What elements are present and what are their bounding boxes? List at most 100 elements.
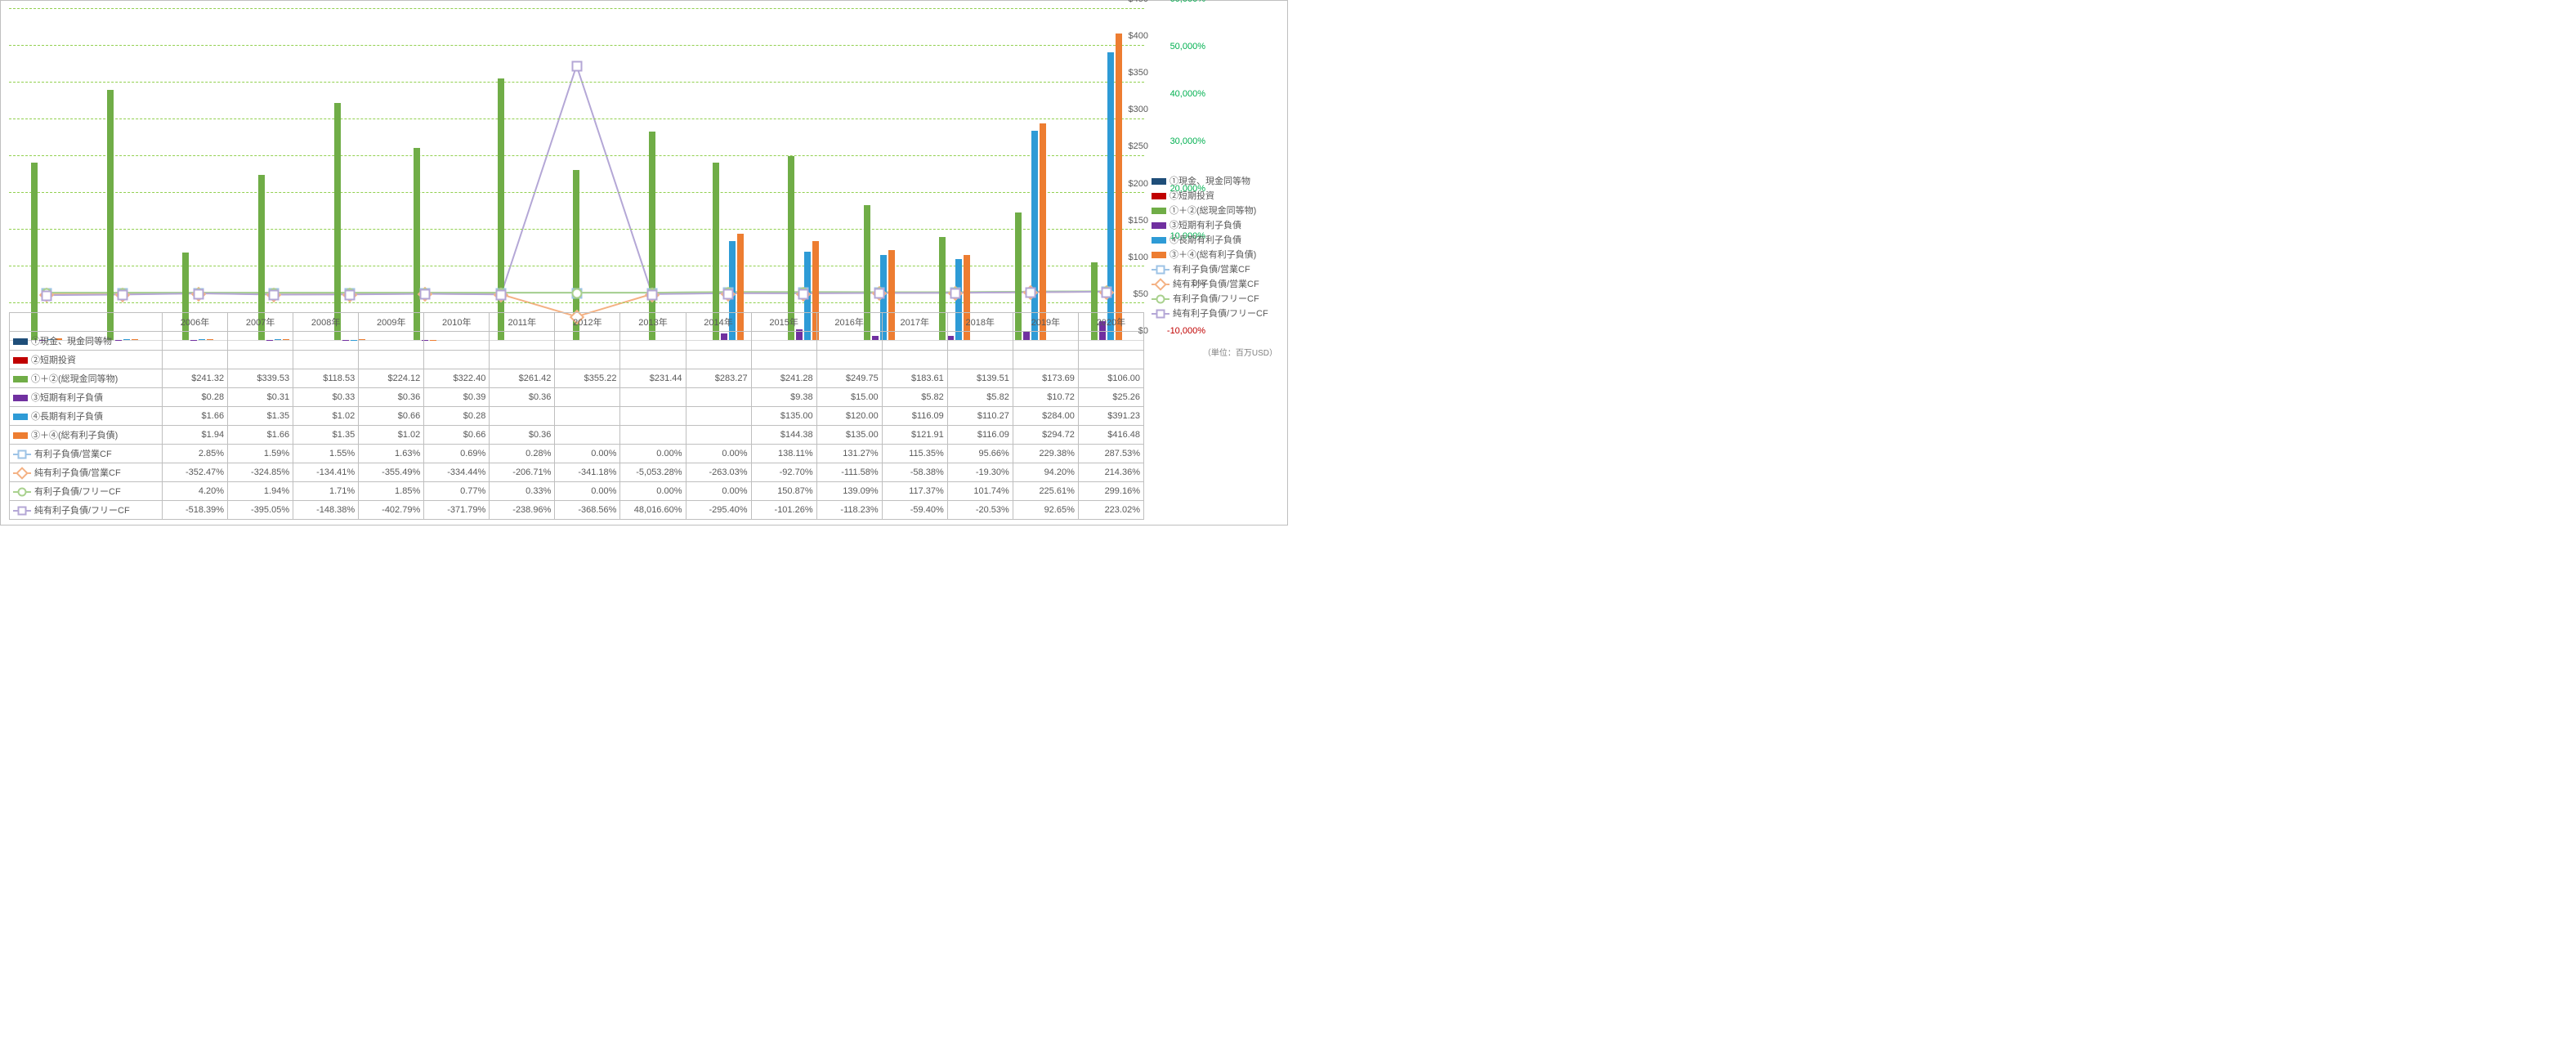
data-cell xyxy=(555,426,620,445)
data-cell xyxy=(359,332,424,351)
marker-s10 xyxy=(950,288,960,299)
data-cell: $1.66 xyxy=(228,426,293,445)
data-cell xyxy=(620,351,686,369)
data-cell: $0.33 xyxy=(293,388,359,407)
data-cell xyxy=(816,332,882,351)
data-cell xyxy=(555,407,620,426)
data-cell: 2.85% xyxy=(163,445,228,463)
data-cell: -334.44% xyxy=(424,463,490,482)
data-cell xyxy=(293,351,359,369)
data-cell: $391.23 xyxy=(1078,407,1143,426)
data-cell: $144.38 xyxy=(751,426,816,445)
data-cell xyxy=(424,351,490,369)
data-cell: -59.40% xyxy=(882,501,947,520)
legend-item: ③短期有利子負債 xyxy=(1152,218,1282,231)
year-header: 2017年 xyxy=(882,313,947,332)
data-cell xyxy=(1078,351,1143,369)
year-header: 2014年 xyxy=(686,313,751,332)
year-header: 2006年 xyxy=(163,313,228,332)
data-cell xyxy=(686,332,751,351)
data-cell xyxy=(1013,351,1078,369)
data-cell: 150.87% xyxy=(751,482,816,501)
data-cell: 1.55% xyxy=(293,445,359,463)
data-cell: -368.56% xyxy=(555,501,620,520)
data-cell xyxy=(686,426,751,445)
year-header: 2018年 xyxy=(947,313,1013,332)
data-cell: 287.53% xyxy=(1078,445,1143,463)
data-cell: $183.61 xyxy=(882,369,947,388)
data-cell: -263.03% xyxy=(686,463,751,482)
data-cell: $173.69 xyxy=(1013,369,1078,388)
data-cell xyxy=(686,388,751,407)
data-cell: 138.11% xyxy=(751,445,816,463)
data-cell: -5,053.28% xyxy=(620,463,686,482)
data-cell: 115.35% xyxy=(882,445,947,463)
data-cell xyxy=(620,388,686,407)
data-cell xyxy=(751,351,816,369)
series-label: ④長期有利子負債 xyxy=(10,407,163,426)
data-cell: $284.00 xyxy=(1013,407,1078,426)
data-cell: $241.32 xyxy=(163,369,228,388)
data-cell: $0.39 xyxy=(424,388,490,407)
year-header: 2016年 xyxy=(816,313,882,332)
year-header: 2010年 xyxy=(424,313,490,332)
data-cell: 0.00% xyxy=(620,482,686,501)
data-cell xyxy=(490,351,555,369)
bar-s3 xyxy=(649,132,655,340)
data-cell: $1.02 xyxy=(293,407,359,426)
data-cell: 299.16% xyxy=(1078,482,1143,501)
data-cell: $9.38 xyxy=(751,388,816,407)
data-cell: 94.20% xyxy=(1013,463,1078,482)
data-cell: $0.66 xyxy=(424,426,490,445)
data-cell: $416.48 xyxy=(1078,426,1143,445)
data-cell: $0.28 xyxy=(163,388,228,407)
data-cell: $355.22 xyxy=(555,369,620,388)
data-cell: -148.38% xyxy=(293,501,359,520)
marker-s10 xyxy=(269,290,280,301)
data-cell: -355.49% xyxy=(359,463,424,482)
data-cell: 101.74% xyxy=(947,482,1013,501)
data-cell: $110.27 xyxy=(947,407,1013,426)
data-cell: $0.66 xyxy=(359,407,424,426)
marker-s10 xyxy=(798,288,809,299)
marker-s9 xyxy=(571,288,582,299)
data-cell: $249.75 xyxy=(816,369,882,388)
series-label: ①＋②(総現金同等物) xyxy=(10,369,163,388)
data-cell: $0.28 xyxy=(424,407,490,426)
data-cell: $121.91 xyxy=(882,426,947,445)
data-cell: -295.40% xyxy=(686,501,751,520)
data-cell: $135.00 xyxy=(751,407,816,426)
year-header: 2019年 xyxy=(1013,313,1078,332)
year-header: 2015年 xyxy=(751,313,816,332)
data-cell: $139.51 xyxy=(947,369,1013,388)
data-cell: $283.27 xyxy=(686,369,751,388)
data-cell xyxy=(620,426,686,445)
marker-s10 xyxy=(647,289,658,300)
data-cell xyxy=(882,332,947,351)
data-cell: $231.44 xyxy=(620,369,686,388)
bar-s5 xyxy=(1031,131,1038,340)
year-header: 2013年 xyxy=(620,313,686,332)
legend: ①現金、現金同等物②短期投資①＋②(総現金同等物)③短期有利子負債④長期有利子負… xyxy=(1152,172,1282,321)
data-cell: -402.79% xyxy=(359,501,424,520)
data-table: 2006年2007年2008年2009年2010年2011年2012年2013年… xyxy=(9,312,1144,520)
year-header: 2020年 xyxy=(1078,313,1143,332)
data-cell: $339.53 xyxy=(228,369,293,388)
data-cell: $322.40 xyxy=(424,369,490,388)
data-cell xyxy=(555,388,620,407)
data-cell: 117.37% xyxy=(882,482,947,501)
data-cell xyxy=(1013,332,1078,351)
data-cell xyxy=(947,332,1013,351)
data-cell xyxy=(490,407,555,426)
data-cell: $0.36 xyxy=(490,388,555,407)
data-cell: $116.09 xyxy=(947,426,1013,445)
data-cell: 225.61% xyxy=(1013,482,1078,501)
data-cell: 0.00% xyxy=(555,482,620,501)
data-cell: -518.39% xyxy=(163,501,228,520)
data-cell: 1.63% xyxy=(359,445,424,463)
data-cell: $0.36 xyxy=(359,388,424,407)
data-cell: -58.38% xyxy=(882,463,947,482)
legend-item: ①現金、現金同等物 xyxy=(1152,174,1282,187)
data-cell: $0.31 xyxy=(228,388,293,407)
data-cell: $10.72 xyxy=(1013,388,1078,407)
